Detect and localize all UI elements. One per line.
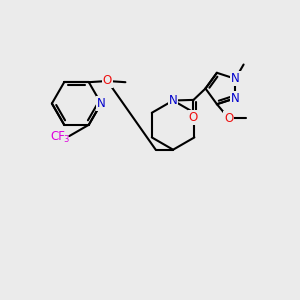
Text: N: N xyxy=(231,72,240,85)
Text: O: O xyxy=(189,111,198,124)
Text: N: N xyxy=(169,94,178,107)
Text: 3: 3 xyxy=(63,135,68,144)
Text: O: O xyxy=(103,74,112,88)
Text: N: N xyxy=(97,97,106,110)
Text: N: N xyxy=(231,92,240,105)
Text: CF: CF xyxy=(50,130,65,142)
Text: O: O xyxy=(224,112,233,125)
